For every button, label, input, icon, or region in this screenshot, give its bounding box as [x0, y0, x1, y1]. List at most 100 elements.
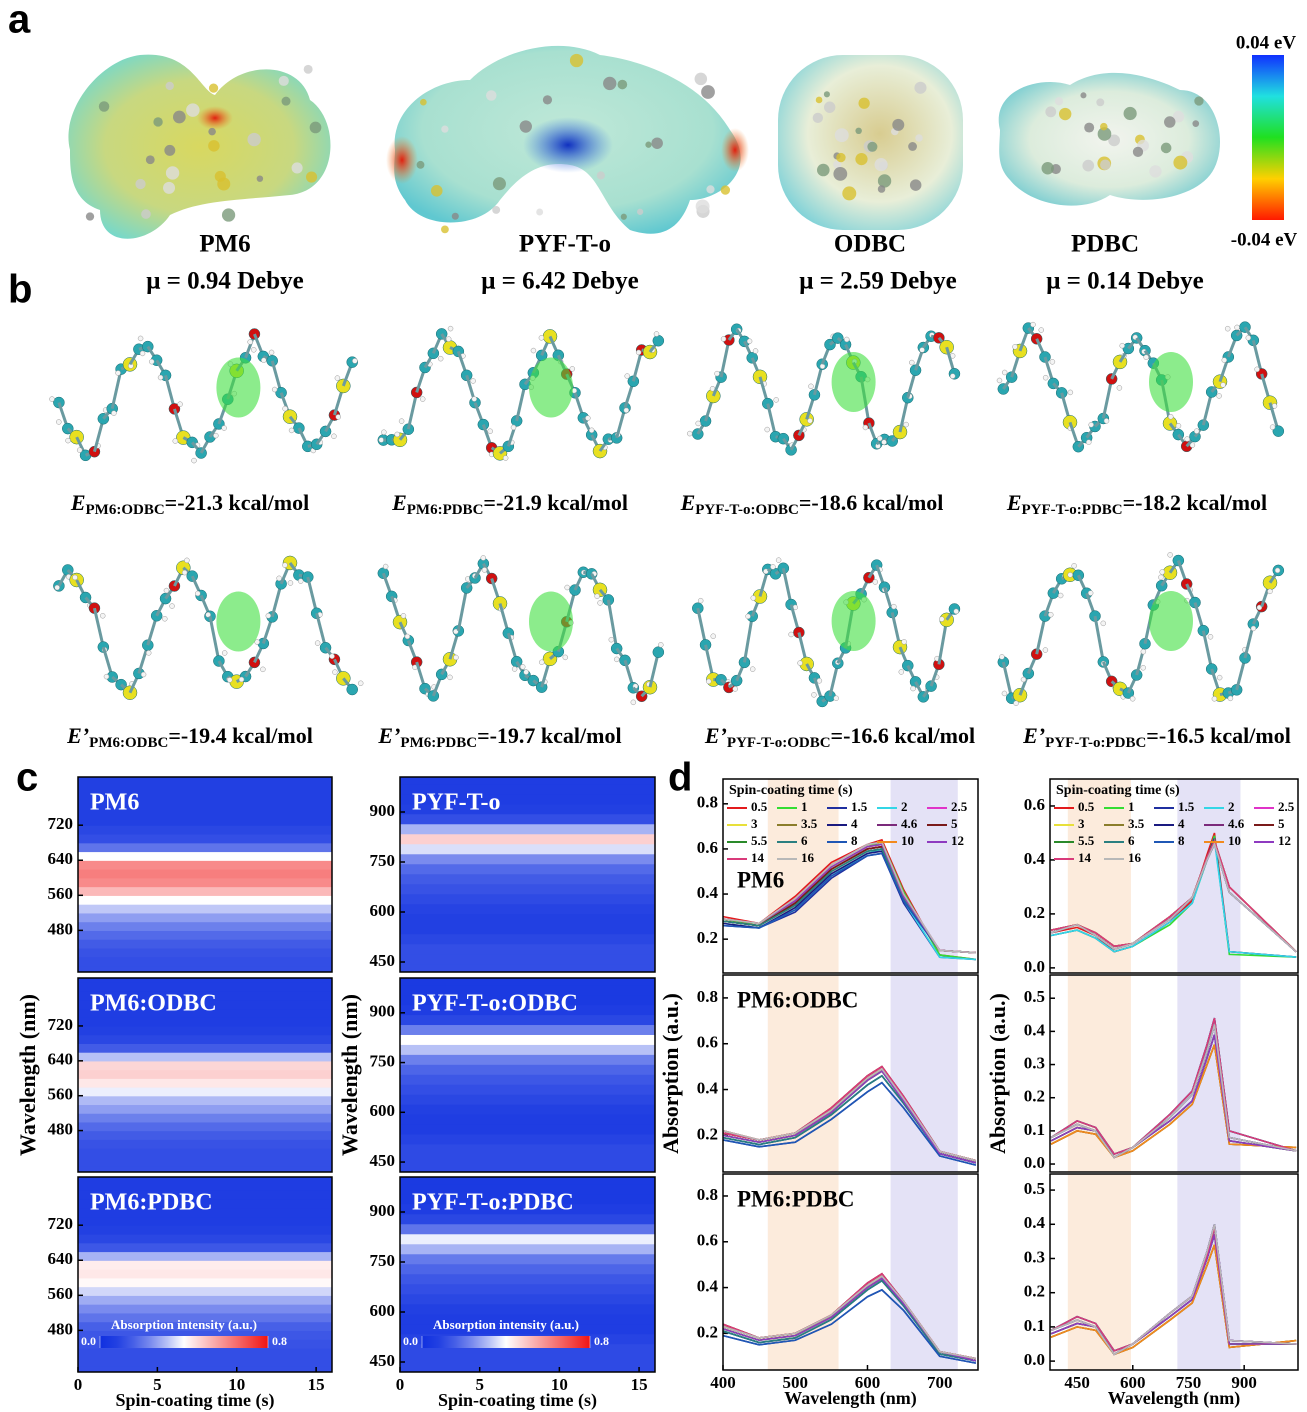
heatmap-row	[78, 904, 332, 913]
atom	[1082, 160, 1094, 172]
atom	[352, 358, 357, 363]
atom	[1168, 414, 1173, 419]
atom	[954, 609, 959, 614]
y-tick-label: 0.2	[697, 1124, 718, 1143]
x-tick-label: 0	[74, 1375, 83, 1394]
interaction-surface	[832, 591, 876, 651]
atom	[698, 598, 703, 603]
atom	[100, 613, 105, 618]
atom	[899, 669, 904, 674]
atom	[892, 119, 904, 131]
energy-symbol: E’	[66, 723, 89, 748]
atom	[891, 604, 896, 609]
heatmap-row	[78, 1122, 332, 1131]
binding-energy: EPYF-T-o:ODBC=-18.6 kcal/mol	[680, 490, 944, 518]
colorbar-label: Absorption intensity (a.u.)	[433, 1317, 579, 1332]
atom	[636, 350, 641, 355]
atom	[902, 639, 907, 644]
legend-label: 8	[1178, 833, 1185, 848]
heatmap-row	[78, 895, 332, 904]
atom	[222, 650, 227, 655]
atom	[1043, 648, 1048, 653]
molecule-name: PDBC	[1071, 231, 1139, 258]
legend-label: 0.5	[1078, 799, 1095, 814]
atom	[146, 650, 151, 655]
y-tick-label: 480	[48, 1319, 74, 1338]
atom	[1255, 367, 1260, 372]
atom	[1059, 108, 1071, 120]
shaded-band	[891, 1174, 958, 1370]
atom	[798, 661, 803, 666]
y-tick-label: 0.4	[697, 1276, 719, 1295]
colorbar-tick-label: 0.0	[403, 1334, 418, 1348]
heatmap-row	[400, 1264, 655, 1275]
atom	[332, 670, 337, 675]
interaction-surface	[832, 352, 876, 412]
x-axis-label: Spin-coating time (s)	[116, 1390, 275, 1411]
y-tick-label: 600	[370, 901, 396, 920]
panel-label: d	[668, 756, 692, 800]
legend-label: 4.6	[901, 816, 918, 831]
atom	[247, 133, 260, 146]
legend-label: 2	[901, 799, 908, 814]
heatmap-row	[78, 860, 332, 869]
atom	[331, 434, 336, 439]
atom	[701, 85, 715, 99]
atom	[911, 686, 916, 691]
atom	[1055, 97, 1063, 105]
heatmap-row	[78, 1096, 332, 1105]
atom	[816, 97, 823, 104]
atom	[420, 397, 425, 402]
legend-label: 1.5	[851, 799, 868, 814]
atom	[570, 54, 583, 67]
atom	[1208, 634, 1213, 639]
legend-label: 16	[1128, 850, 1142, 865]
atom	[751, 596, 756, 601]
bond	[1103, 379, 1111, 419]
heatmap-row	[400, 944, 655, 955]
atom	[86, 212, 94, 220]
atom	[1041, 162, 1053, 174]
atom	[817, 678, 822, 683]
y-tick-label: 0.2	[697, 1322, 718, 1341]
atom	[1192, 120, 1199, 127]
atom	[834, 696, 839, 701]
atom	[239, 677, 244, 682]
legend-label: 4	[1178, 816, 1185, 831]
atom	[208, 140, 220, 152]
colorbar	[100, 1336, 268, 1348]
binding-energy: E’PYF-T-o:PDBC=-16.5 kcal/mol	[1022, 723, 1291, 751]
atom	[753, 348, 758, 353]
legend-label: 1	[801, 799, 808, 814]
atom	[56, 419, 61, 424]
atom	[585, 416, 590, 421]
atom	[173, 111, 186, 124]
energy-subscript: PYF-T-o:PDBC	[1022, 502, 1123, 518]
atom	[715, 371, 720, 376]
atom	[873, 579, 878, 584]
colorbar-tick-label: 0.8	[272, 1334, 287, 1348]
y-axis-label: Wavelength (nm)	[15, 994, 40, 1156]
y-tick-label: 0.8	[697, 987, 718, 1006]
atom	[66, 438, 71, 443]
atom	[306, 171, 317, 182]
atom	[531, 348, 536, 353]
atom	[1048, 612, 1053, 617]
atom	[1058, 593, 1063, 598]
atom	[770, 564, 775, 569]
atom	[1158, 575, 1163, 580]
energy-subscript: PM6:ODBC	[89, 735, 168, 751]
atom	[875, 158, 888, 171]
heatmap-row	[400, 1304, 655, 1315]
atom	[609, 637, 614, 642]
atom	[512, 667, 517, 672]
heatmap-row	[78, 1052, 332, 1061]
atom	[1096, 98, 1104, 106]
y-tick-label: 750	[370, 1251, 396, 1270]
atom	[774, 397, 779, 402]
atom	[248, 339, 253, 344]
legend-label: 2.5	[951, 799, 968, 814]
legend-label: 10	[1228, 833, 1241, 848]
heatmap-chart: 450600750900051015PYF-T-o:PDBCSpin-coati…	[370, 1174, 656, 1411]
y-tick-label: 0.4	[1024, 1213, 1046, 1232]
